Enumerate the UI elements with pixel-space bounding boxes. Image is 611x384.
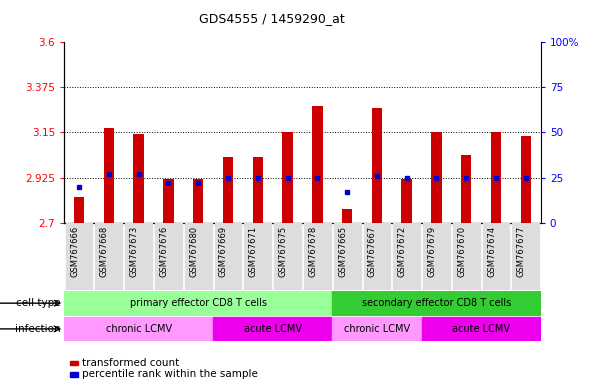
Bar [393, 223, 420, 290]
Bar [133, 134, 144, 223]
Text: GSM767669: GSM767669 [219, 226, 228, 277]
Bar [401, 179, 412, 223]
Text: secondary effector CD8 T cells: secondary effector CD8 T cells [362, 298, 511, 308]
Bar [364, 223, 390, 290]
Bar [521, 136, 531, 223]
Bar [453, 223, 480, 290]
Bar [423, 223, 450, 290]
Bar [274, 223, 301, 290]
Bar [214, 223, 241, 290]
Text: GSM767675: GSM767675 [279, 226, 288, 277]
Bar [304, 223, 331, 290]
Bar [64, 317, 213, 341]
Text: chronic LCMV: chronic LCMV [344, 324, 410, 334]
Text: GSM767679: GSM767679 [428, 226, 436, 277]
Text: GSM767680: GSM767680 [189, 226, 198, 277]
Text: GSM767668: GSM767668 [100, 226, 109, 277]
Bar [422, 317, 541, 341]
Bar [332, 317, 422, 341]
Bar [334, 223, 360, 290]
Bar [125, 223, 152, 290]
Bar [223, 157, 233, 223]
Text: GSM767672: GSM767672 [398, 226, 407, 277]
Text: chronic LCMV: chronic LCMV [106, 324, 172, 334]
Text: GSM767677: GSM767677 [517, 226, 526, 277]
Bar [163, 179, 174, 223]
Text: infection: infection [15, 324, 61, 334]
Text: acute LCMV: acute LCMV [452, 324, 510, 334]
Text: percentile rank within the sample: percentile rank within the sample [82, 369, 258, 379]
Bar [312, 106, 323, 223]
Text: GDS4555 / 1459290_at: GDS4555 / 1459290_at [199, 12, 345, 25]
Bar [104, 129, 114, 223]
Text: GSM767665: GSM767665 [338, 226, 347, 277]
Bar [64, 291, 332, 315]
Text: acute LCMV: acute LCMV [244, 324, 302, 334]
Bar [332, 291, 541, 315]
Bar [244, 223, 271, 290]
Text: GSM767673: GSM767673 [130, 226, 139, 277]
Bar [95, 223, 122, 290]
Bar [252, 157, 263, 223]
Text: primary effector CD8 T cells: primary effector CD8 T cells [130, 298, 266, 308]
Bar [193, 179, 203, 223]
Bar [483, 223, 510, 290]
Bar [155, 223, 182, 290]
Bar [74, 197, 84, 223]
Text: GSM767666: GSM767666 [70, 226, 79, 277]
Text: GSM767674: GSM767674 [487, 226, 496, 277]
Bar [371, 108, 382, 223]
Text: GSM767676: GSM767676 [159, 226, 169, 277]
Bar [431, 132, 442, 223]
Bar [213, 317, 332, 341]
Bar [491, 132, 501, 223]
Bar [513, 223, 540, 290]
Text: GSM767670: GSM767670 [457, 226, 466, 277]
Text: GSM767671: GSM767671 [249, 226, 258, 277]
Text: GSM767667: GSM767667 [368, 226, 377, 277]
Text: GSM767678: GSM767678 [309, 226, 317, 277]
Text: transformed count: transformed count [82, 358, 180, 368]
Bar [65, 223, 92, 290]
Bar [185, 223, 211, 290]
Text: cell type: cell type [16, 298, 61, 308]
Bar [461, 154, 472, 223]
Bar [342, 209, 353, 223]
Bar [282, 132, 293, 223]
